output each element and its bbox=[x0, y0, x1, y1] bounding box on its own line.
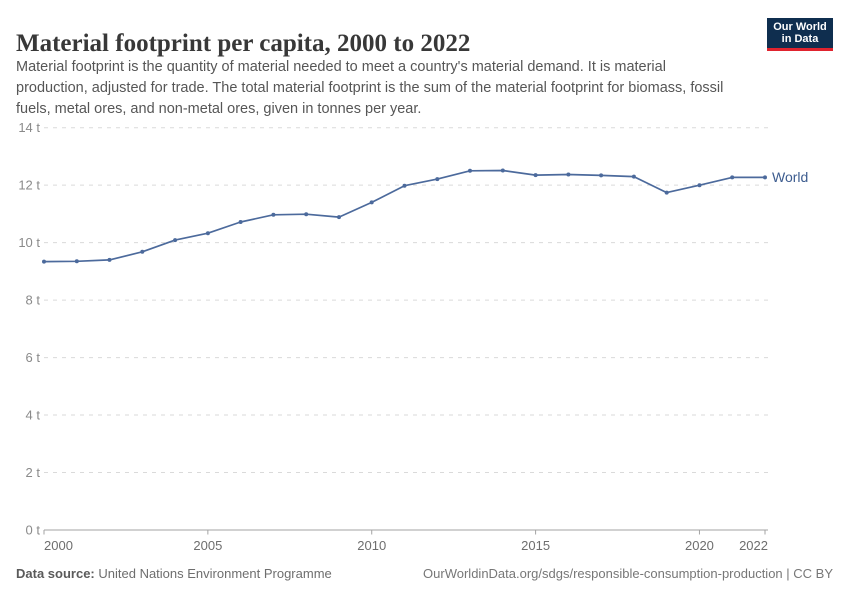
data-point bbox=[74, 259, 79, 264]
y-tick-label: 10 t bbox=[18, 235, 40, 250]
data-point bbox=[140, 249, 145, 254]
y-tick-label: 6 t bbox=[26, 350, 41, 365]
chart-subtitle-line: production, adjusted for trade. The tota… bbox=[16, 80, 724, 96]
data-source-label: Data source: bbox=[16, 566, 95, 581]
chart-subtitle-line: Material footprint is the quantity of ma… bbox=[16, 59, 666, 75]
series-label[interactable]: World bbox=[772, 169, 808, 185]
y-tick-label: 0 t bbox=[26, 523, 41, 538]
data-point bbox=[533, 173, 538, 178]
x-tick-label: 2022 bbox=[739, 538, 768, 553]
y-tick-label: 2 t bbox=[26, 465, 41, 480]
y-grid: 0 t 2 t 4 t 6 t 8 t 10 t 12 t 14 t bbox=[18, 120, 768, 538]
credit-link[interactable]: OurWorldinData.org/sdgs/responsible-cons… bbox=[423, 566, 833, 581]
data-point bbox=[468, 168, 472, 173]
x-tick-label: 2015 bbox=[521, 538, 550, 553]
data-point bbox=[631, 174, 636, 179]
x-tick-label: 2020 bbox=[685, 538, 714, 553]
chart-subtitle-line: fuels, metal ores, and non-metal ores, g… bbox=[16, 101, 422, 117]
data-source: Data source: United Nations Environment … bbox=[16, 566, 332, 581]
owid-logo-line2: in Data bbox=[781, 33, 819, 45]
data-point bbox=[500, 168, 505, 173]
data-point bbox=[435, 177, 440, 182]
chart-title: Material footprint per capita, 2000 to 2… bbox=[16, 29, 471, 57]
x-tick-label: 2010 bbox=[357, 538, 386, 553]
y-tick-label: 14 t bbox=[18, 120, 40, 135]
data-point bbox=[599, 173, 604, 178]
data-point bbox=[238, 220, 243, 224]
x-tick-label: 2000 bbox=[44, 538, 73, 553]
chart-subtitle: Material footprint is the quantity of ma… bbox=[16, 57, 826, 120]
y-tick-label: 12 t bbox=[18, 178, 40, 193]
data-point bbox=[271, 212, 276, 217]
y-tick-label: 8 t bbox=[26, 293, 41, 308]
data-point bbox=[402, 183, 407, 188]
data-point bbox=[697, 183, 702, 188]
data-point bbox=[42, 259, 46, 264]
owid-logo-line1: Our World bbox=[773, 20, 827, 33]
data-point bbox=[730, 175, 735, 180]
y-tick-label: 4 t bbox=[26, 408, 41, 423]
data-point bbox=[763, 175, 767, 180]
data-point bbox=[304, 212, 309, 217]
series-world[interactable] bbox=[42, 168, 767, 264]
data-point bbox=[369, 200, 374, 205]
data-point bbox=[205, 231, 210, 236]
x-axis: 2000 2005 2010 2015 2020 2022 bbox=[43, 530, 768, 553]
data-point bbox=[107, 257, 112, 262]
data-source-value: United Nations Environment Programme bbox=[98, 566, 332, 581]
owid-logo[interactable]: Our World in Data bbox=[767, 18, 833, 51]
x-tick-label: 2005 bbox=[193, 538, 222, 553]
data-point bbox=[173, 238, 178, 243]
chart-footer: Data source: United Nations Environment … bbox=[16, 566, 833, 581]
data-point bbox=[566, 172, 571, 177]
data-point bbox=[337, 215, 341, 220]
data-point bbox=[664, 190, 669, 195]
